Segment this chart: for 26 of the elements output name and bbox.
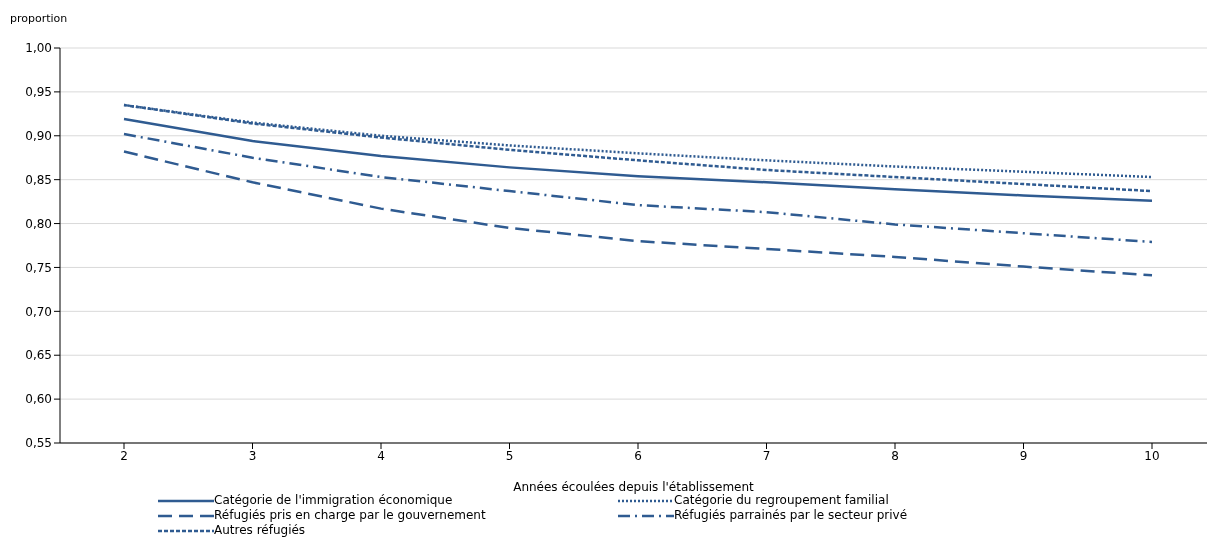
x-tick-label: 3: [248, 448, 257, 463]
x-tick-label: 10: [1144, 448, 1160, 463]
y-tick-label: 0,80: [25, 216, 52, 231]
legend-label: Réfugiés pris en charge par le gouvernement: [214, 508, 486, 523]
y-tick-label: 0,60: [25, 392, 52, 407]
x-tick-label: 9: [1019, 448, 1028, 463]
y-tick-label: 0,65: [25, 348, 52, 363]
y-tick-label: 0,70: [25, 304, 52, 319]
y-tick-label: 0,75: [25, 260, 52, 275]
legend-label: Catégorie de l'immigration économique: [214, 493, 453, 508]
y-tick-label: 1,00: [25, 41, 52, 56]
x-tick-label: 5: [505, 448, 514, 463]
legend-label: Catégorie du regroupement familial: [674, 493, 889, 508]
x-tick-label: 2: [120, 448, 128, 463]
x-tick-label: 8: [891, 448, 899, 463]
y-tick-label: 0,95: [25, 85, 52, 100]
x-axis-title: Années écoulées depuis l'établissement: [513, 480, 755, 494]
x-tick-label: 7: [762, 448, 771, 463]
x-tick-label: 6: [634, 448, 642, 463]
y-tick-label: 0,90: [25, 129, 52, 144]
y-tick-label: 0,85: [25, 172, 52, 187]
legend-label: Réfugiés parrainés par le secteur privé: [674, 508, 908, 523]
legend-label: Autres réfugiés: [214, 523, 306, 538]
y-tick-label: 0,55: [25, 436, 52, 451]
y-axis-title: proportion: [10, 11, 69, 27]
x-tick-label: 4: [377, 448, 385, 463]
